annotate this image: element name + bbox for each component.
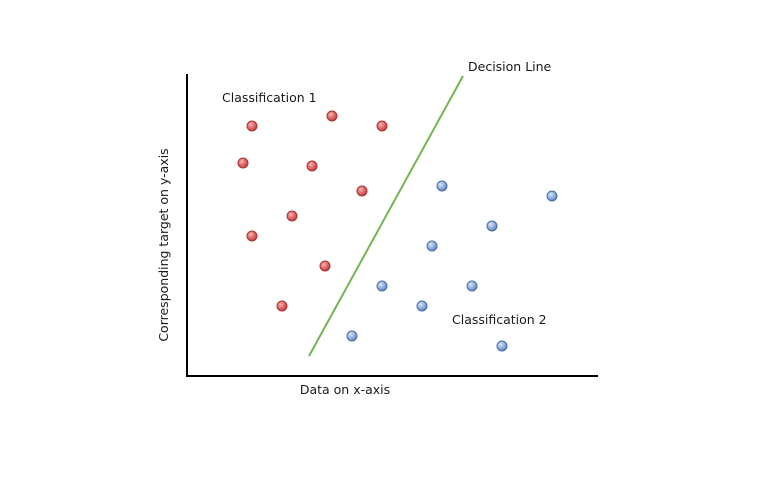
classification-2-point [546, 190, 558, 202]
x-axis-label: Data on x-axis [300, 382, 390, 397]
classification-1-point [246, 120, 258, 132]
classification-1-point [319, 260, 331, 272]
classification-2-point [486, 220, 498, 232]
classification-1-point [356, 185, 368, 197]
classification-1-point [326, 110, 338, 122]
classification-1-label: Classification 1 [222, 90, 317, 105]
classification-2-point [346, 330, 358, 342]
decision-line [308, 75, 464, 357]
classification-2-point [436, 180, 448, 192]
classification-1-point [286, 210, 298, 222]
classification-1-point [246, 230, 258, 242]
classification-2-point [426, 240, 438, 252]
classification-2-point [496, 340, 508, 352]
points-layer [237, 110, 558, 352]
classification-2-point [466, 280, 478, 292]
y-axis-label: Corresponding target on y-axis [156, 148, 171, 341]
decision-line-label: Decision Line [468, 59, 552, 74]
classification-1-point [276, 300, 288, 312]
classification-1-point [376, 120, 388, 132]
classification-2-label: Classification 2 [452, 312, 547, 327]
classification-2-point [416, 300, 428, 312]
classification-2-point [376, 280, 388, 292]
classification-1-point [306, 160, 318, 172]
classification-1-point [237, 157, 249, 169]
